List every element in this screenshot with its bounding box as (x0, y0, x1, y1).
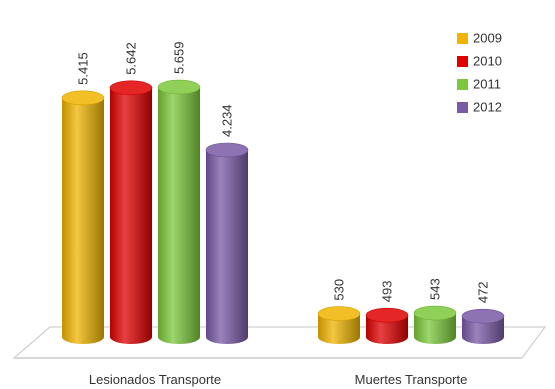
legend-swatch (457, 102, 468, 113)
bar-top (413, 305, 457, 321)
bar-2012-lesionados (205, 142, 249, 344)
bar-2009-muertes (317, 306, 361, 344)
bar-2009-lesionados (61, 90, 105, 345)
bar-2010-muertes (365, 307, 409, 344)
bar-top (61, 90, 105, 106)
legend-label: 2011 (473, 77, 501, 92)
data-label: 530 (332, 279, 347, 301)
bar-top (461, 308, 505, 324)
legend-item-2012: 2012 (457, 100, 502, 115)
bar-top (109, 80, 153, 96)
bar-series-group (61, 79, 505, 345)
legend-swatch (457, 79, 468, 90)
bar-top (317, 306, 361, 321)
legend-item-2009: 2009 (457, 31, 502, 46)
legend-label: 2010 (473, 54, 502, 69)
legend-item-2010: 2010 (457, 54, 502, 69)
category-label: Lesionados Transporte (89, 372, 221, 387)
bar-body (318, 313, 360, 344)
legend-label: 2012 (473, 100, 502, 115)
legend-label: 2009 (473, 31, 502, 46)
data-label: 5.659 (172, 42, 187, 75)
bar-2011-muertes (413, 305, 457, 344)
data-label: 5.642 (124, 42, 139, 75)
bar-2010-lesionados (109, 80, 153, 344)
bar-body (462, 316, 504, 344)
bar-2011-lesionados (157, 79, 201, 344)
bar-body (206, 149, 248, 344)
bar-body (414, 313, 456, 344)
legend: 2009 2010 2011 2012 (457, 31, 502, 115)
bar-top (365, 307, 409, 323)
bar-2012-muertes (461, 308, 505, 344)
data-label: 5.415 (76, 52, 91, 85)
legend-item-2011: 2011 (457, 77, 501, 92)
data-label: 472 (476, 281, 491, 303)
data-label-group: 5.415 5.642 5.659 4.234 530 493 543 472 (76, 42, 491, 304)
bar-body (158, 87, 200, 344)
category-label: Muertes Transporte (355, 372, 468, 387)
bar-body (366, 315, 408, 344)
data-label: 543 (428, 278, 443, 300)
bar-body (62, 97, 104, 345)
data-label: 493 (380, 281, 395, 303)
data-label: 4.234 (220, 104, 235, 137)
category-axis: Lesionados Transporte Muertes Transporte (89, 372, 467, 387)
bar-top (205, 142, 249, 158)
bar-body (110, 87, 152, 344)
bar-top (157, 79, 201, 95)
legend-swatch (457, 33, 468, 44)
legend-swatch (457, 56, 468, 67)
